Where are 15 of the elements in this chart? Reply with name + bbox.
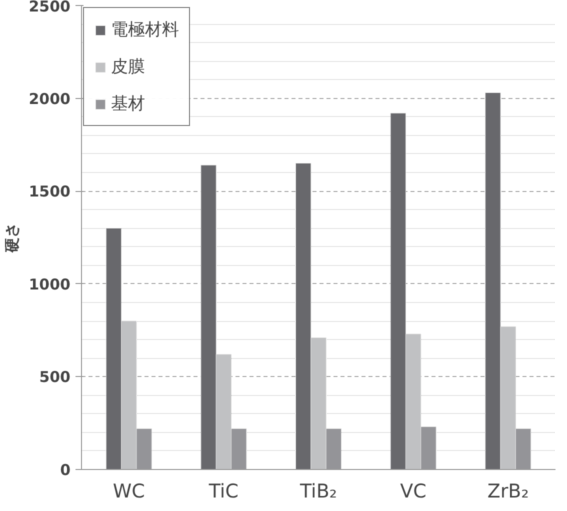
y-axis-title: 硬さ: [4, 222, 21, 254]
y-tick-label: 0: [60, 461, 70, 479]
x-tick-label: TiC: [208, 480, 238, 502]
x-tick-label: TiB₂: [299, 480, 337, 502]
x-tick-label: ZrB₂: [487, 480, 529, 502]
y-tick-label: 1000: [28, 275, 70, 294]
y-tick-label: 1500: [28, 182, 70, 201]
y-tick-label: 2500: [28, 0, 70, 16]
legend-label: 基材: [111, 93, 145, 115]
y-tick-label: 2000: [28, 90, 70, 108]
legend-label: 電極材料: [111, 19, 179, 41]
legend-label: 皮膜: [111, 56, 145, 78]
x-tick-label: WC: [112, 480, 145, 502]
x-tick-label: VC: [400, 480, 426, 502]
y-tick-label: 500: [39, 368, 70, 386]
